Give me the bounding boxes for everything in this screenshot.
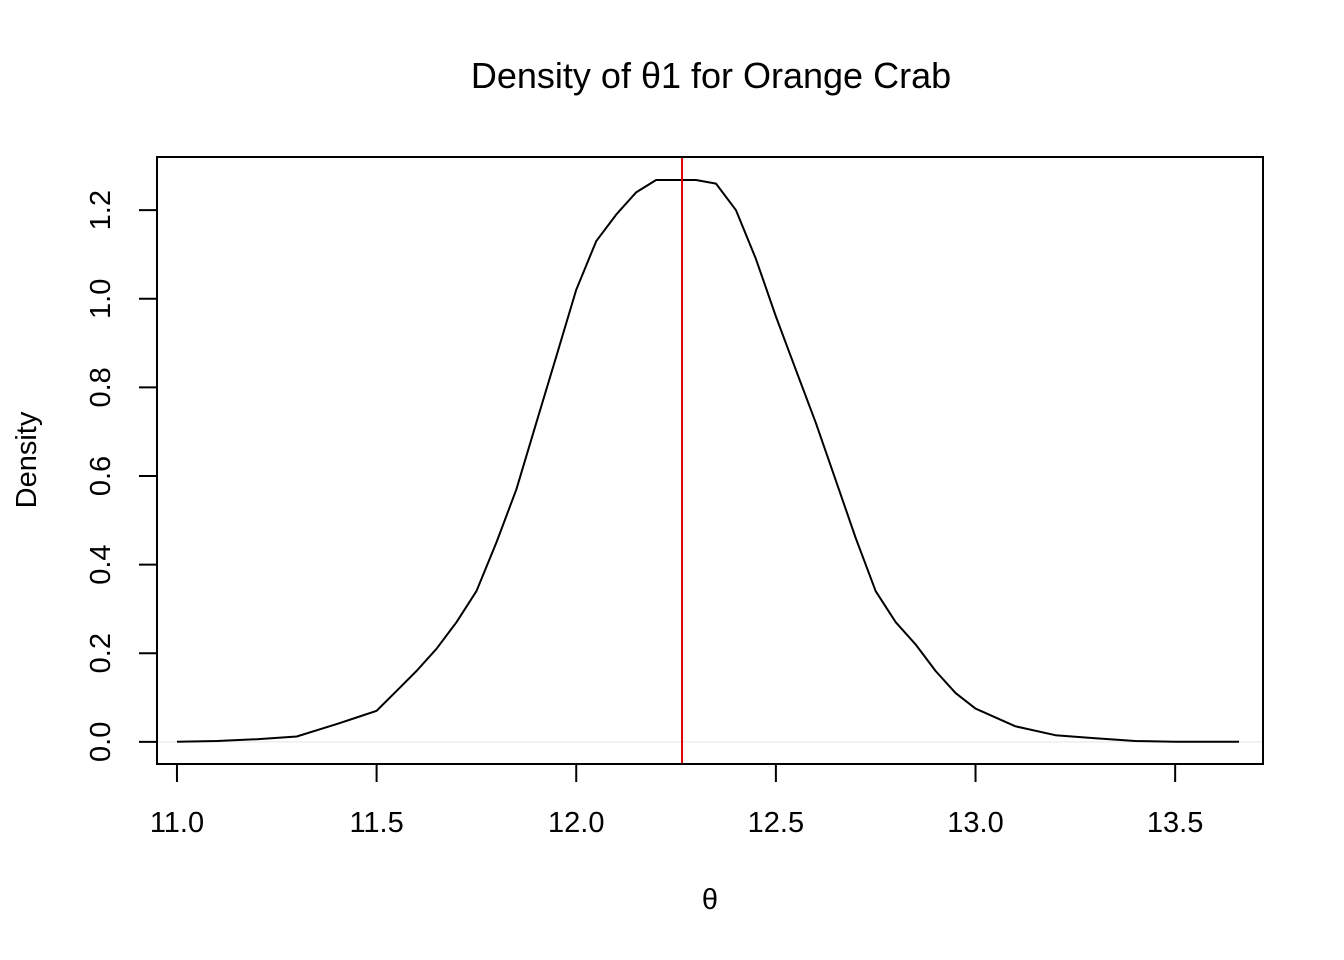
- x-tick-label: 12.5: [748, 807, 804, 839]
- y-tick-label: 1.2: [85, 190, 117, 230]
- y-tick-label: 0.2: [85, 633, 117, 673]
- x-tick-label: 13.5: [1147, 807, 1203, 839]
- y-tick-label: 0.0: [85, 722, 117, 762]
- chart-title: Density of θ1 for Orange Crab: [471, 55, 951, 96]
- y-tick-label: 0.4: [85, 544, 117, 584]
- y-axis-label: Density: [11, 411, 43, 508]
- plot-area: 11.0 11.5 12.0 12.5 13.0 13.5 0.0 0.2 0.4 0.6 0.8 1…: [85, 156, 1264, 839]
- y-tick-label: 1.0: [85, 279, 117, 319]
- x-tick-label: 12.0: [548, 807, 604, 839]
- x-tick-label: 11.5: [349, 807, 403, 839]
- x-tick-label: 11.0: [150, 807, 204, 839]
- x-tick-label: 13.0: [947, 807, 1003, 839]
- y-tick-label: 0.6: [85, 456, 117, 496]
- plot-frame: [156, 156, 1264, 765]
- y-tick-label: 0.8: [85, 367, 117, 407]
- x-axis-label: θ: [702, 884, 718, 916]
- density-curve: [176, 179, 1239, 743]
